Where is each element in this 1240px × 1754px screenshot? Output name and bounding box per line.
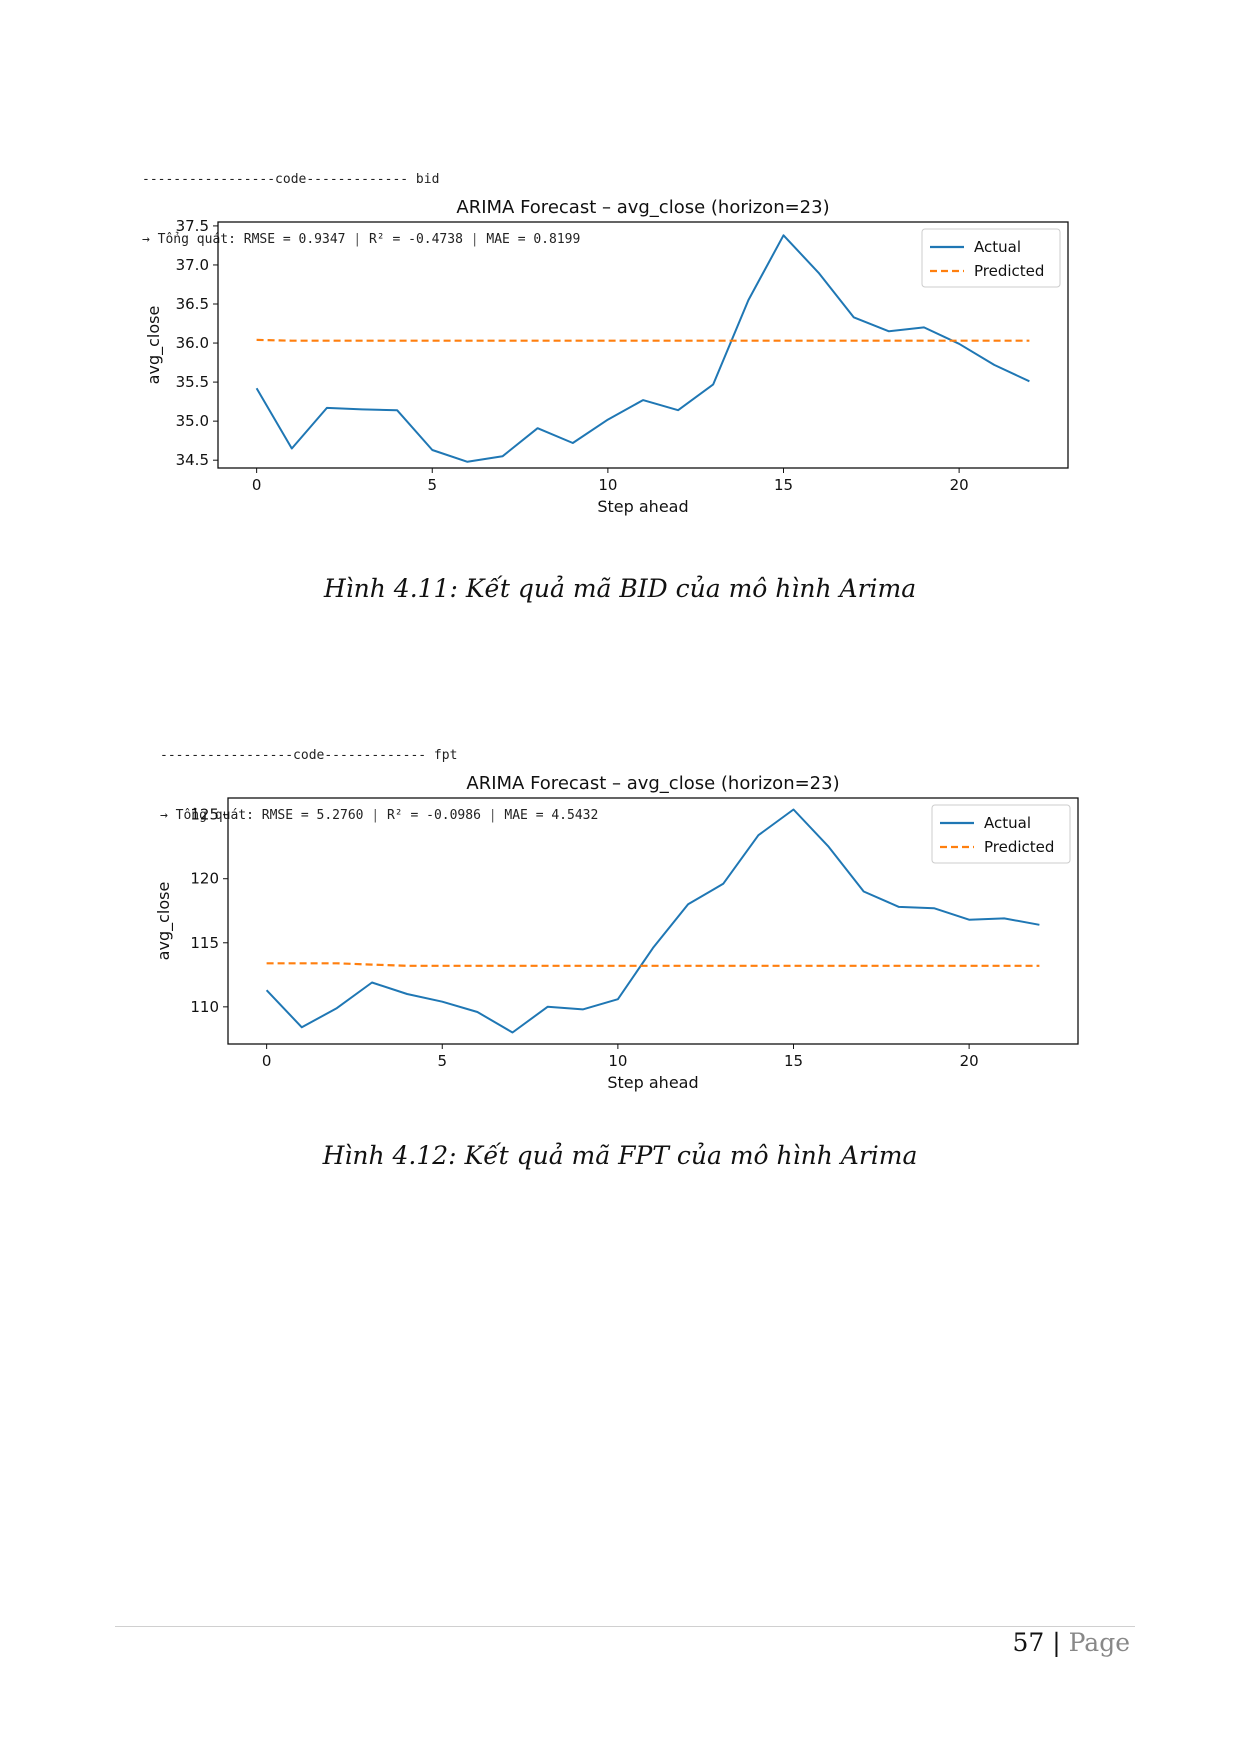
- legend-label-predicted: Predicted: [974, 262, 1044, 280]
- y-tick-label: 110: [190, 998, 219, 1016]
- metrics-line: → Tổng quát: RMSE = 5.2760 | R² = -0.098…: [160, 808, 599, 823]
- legend-label-predicted: Predicted: [984, 838, 1054, 856]
- x-tick-label: 5: [427, 476, 437, 494]
- plot-frame: [217, 221, 1069, 469]
- series-line-actual: [265, 808, 1040, 1034]
- x-axis-label: Step ahead: [607, 1073, 698, 1092]
- x-tick-label: 20: [950, 476, 969, 494]
- metrics-rmse: → Tổng quát: RMSE = 0.9347: [142, 232, 346, 247]
- x-tick-label: 0: [252, 476, 262, 494]
- page-number: 57 | Page: [1012, 1628, 1130, 1657]
- code-output-bid: -----------------code------------- bid →…: [142, 130, 580, 270]
- legend-label-actual: Actual: [974, 238, 1021, 256]
- code-separator-line: -----------------code------------- bid: [142, 172, 440, 187]
- arima-chart-fpt: ARIMA Forecast – avg_close (horizon=23) 0…: [140, 771, 1100, 1115]
- chart-svg-fpt: ARIMA Forecast – avg_close (horizon=23) 0…: [154, 773, 1079, 1092]
- page-number-separator: |: [1052, 1628, 1061, 1657]
- y-tick-label: 115: [190, 934, 219, 952]
- x-tick-label: 10: [608, 1052, 627, 1070]
- y-axis-label: avg_close: [154, 882, 174, 961]
- figure-caption-bid: Hình 4.11: Kết quả mã BID của mô hình Ar…: [323, 574, 917, 603]
- metrics-r2: R² = -0.4738: [368, 232, 463, 247]
- x-tick-label: 5: [437, 1052, 447, 1070]
- chart-svg-bid: ARIMA Forecast – avg_close (horizon=23) 0…: [144, 197, 1069, 516]
- chart-title: ARIMA Forecast – avg_close (horizon=23): [466, 773, 839, 794]
- y-tick-label: 35.0: [176, 412, 209, 430]
- legend-label-actual: Actual: [984, 814, 1031, 832]
- x-tick-label: 0: [262, 1052, 272, 1070]
- metrics-r2: R² = -0.0986: [386, 808, 481, 823]
- y-tick-label: 120: [190, 870, 219, 888]
- code-separator-line: -----------------code------------- fpt: [160, 748, 458, 763]
- y-tick-label: 36.0: [176, 334, 209, 352]
- y-tick-label: 37.0: [176, 256, 209, 274]
- chart-title: ARIMA Forecast – avg_close (horizon=23): [456, 197, 829, 218]
- x-tick-label: 15: [774, 476, 793, 494]
- metrics-rmse: → Tổng quát: RMSE = 5.2760: [160, 808, 364, 823]
- series-line-predicted: [266, 962, 1040, 967]
- y-tick-label: 36.5: [176, 295, 209, 313]
- y-tick-label: 35.5: [176, 373, 209, 391]
- x-tick-label: 15: [784, 1052, 803, 1070]
- metrics-mae: MAE = 4.5432: [504, 808, 599, 823]
- metrics-line: → Tổng quát: RMSE = 0.9347 | R² = -0.473…: [142, 232, 581, 247]
- plot-frame: [227, 797, 1079, 1045]
- y-tick-label: 37.5: [176, 217, 209, 235]
- arima-chart-bid: ARIMA Forecast – avg_close (horizon=23) 0…: [130, 195, 1090, 539]
- code-output-fpt: -----------------code------------- fpt →…: [160, 706, 598, 846]
- legend-box: [921, 228, 1061, 288]
- page-number-value: 57: [1012, 1628, 1045, 1657]
- footer-divider: [115, 1626, 1135, 1627]
- series-line-actual: [255, 234, 1030, 463]
- series-line-predicted: [256, 338, 1030, 342]
- x-tick-label: 20: [960, 1052, 979, 1070]
- y-axis-label: avg_close: [144, 306, 164, 385]
- y-tick-label: 125: [190, 806, 219, 824]
- page-number-word: Page: [1068, 1628, 1130, 1657]
- legend-box: [931, 804, 1071, 864]
- x-axis-label: Step ahead: [597, 497, 688, 516]
- metrics-mae: MAE = 0.8199: [486, 232, 581, 247]
- figure-caption-fpt: Hình 4.12: Kết quả mã FPT của mô hình Ar…: [322, 1141, 918, 1170]
- y-tick-label: 34.5: [176, 451, 209, 469]
- x-tick-label: 10: [598, 476, 617, 494]
